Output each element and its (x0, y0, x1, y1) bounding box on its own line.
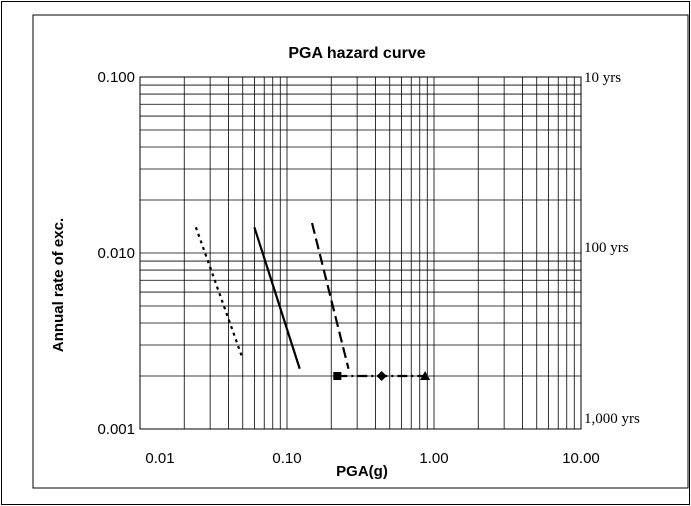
return-period-label-2: 1,000 yrs (584, 411, 640, 427)
gridlines (140, 77, 581, 429)
chart-area-border (32, 14, 689, 489)
triangle-marker (420, 371, 431, 381)
marker-layer (333, 371, 431, 382)
x-tick-label-3: 10.00 (562, 450, 600, 467)
y-tick-label-1: 0.010 (97, 245, 135, 262)
diamond-marker (376, 371, 387, 382)
x-tick-label-0: 0.01 (145, 450, 174, 467)
series-layer (194, 222, 426, 378)
return-period-label-0: 10 yrs (584, 70, 621, 86)
square-marker (333, 372, 342, 381)
chart-title: PGA hazard curve (288, 45, 425, 62)
y-tick-label-2: 0.100 (97, 69, 135, 86)
series-line-0 (194, 226, 244, 360)
series-line-2 (310, 222, 350, 370)
return-period-label-1: 100 yrs (584, 240, 629, 256)
y-axis-label: Annual rate of exc. (50, 218, 67, 352)
x-tick-label-2: 1.00 (419, 450, 448, 467)
x-axis-label: PGA(g) (336, 463, 388, 480)
series-line-1 (253, 226, 301, 370)
x-tick-label-1: 0.10 (272, 450, 301, 467)
y-tick-label-0: 0.001 (97, 421, 135, 438)
plot-area-border (139, 76, 582, 430)
